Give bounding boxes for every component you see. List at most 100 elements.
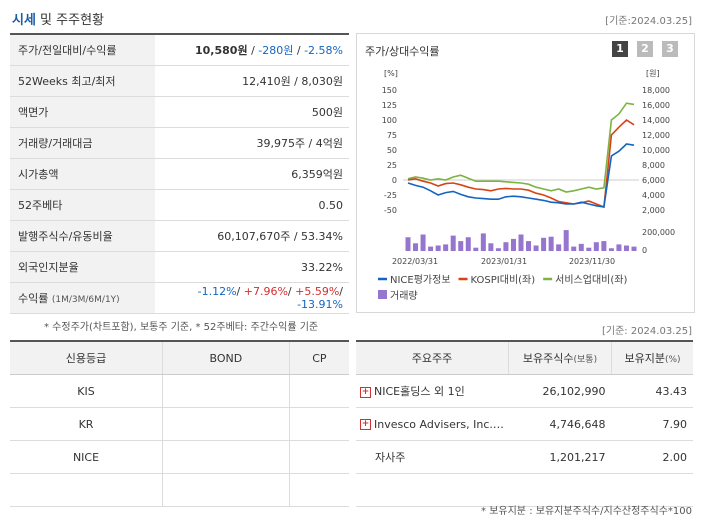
return-1y: -13.91% [297,298,343,311]
credit-bond [162,473,290,507]
volume-bar [450,235,456,251]
left-tick-label: 25 [387,161,397,170]
stats-value-price: 10,580원 / -280원 / -2.58% [155,34,349,66]
chart-page-3-button[interactable]: 3 [662,41,678,57]
legend-swatch [378,290,387,299]
holder-name: + Invesco Advisers, Inc.… [356,407,509,441]
legend-label: 서비스업대비(좌) [555,273,627,286]
right-axis-unit: [원] [646,69,660,78]
x-tick-label: 2023/11/30 [569,257,615,266]
volume-bar [420,234,426,251]
volume-bar [518,234,524,251]
price-value: 10,580원 [195,44,248,57]
stats-row: 수익률 (1M/3M/6M/1Y) -1.12%/ +7.96%/ +5.59%… [10,282,349,314]
stats-row: 52Weeks 최고/최저 12,410원 / 8,030원 [10,65,349,97]
holders-row [356,473,693,507]
section-title-main: 시세 [12,13,36,28]
holder-shares: 26,102,990 [508,374,612,408]
holders-header-sub: (보통) [573,355,598,365]
expand-plus-icon[interactable]: + [360,419,371,430]
credit-row: KIS [10,374,349,408]
holders-header-sub: (%) [664,355,681,365]
stats-label: 발행주식수/유동비율 [10,220,155,252]
separator: / [236,285,244,298]
credit-agency: KIS [10,374,164,408]
holders-header: 보유지분(%) [611,341,693,375]
credit-bond [162,407,290,441]
stats-row: 외국인지분율 33.22% [10,251,349,283]
credit-bond [162,374,290,408]
holder-name: 자사주 [356,440,509,474]
separator: / [293,44,305,57]
right-tick-label: 16,000 [642,101,670,110]
holders-header: 주요주주 [356,341,509,375]
base-date: [기준:2024.03.25] [605,16,692,27]
credit-header: BOND [162,341,290,375]
credit-row: NICE [10,440,349,474]
stats-row: 주가/전일대비/수익률 10,580원 / -280원 / -2.58% [10,34,349,66]
credit-cp [289,374,349,408]
credit-bond [162,440,290,474]
right-tick-label: 18,000 [642,86,670,95]
price-chart: [%] [원] 150 18,000 125 16,000 100 14,000 75 12,00… [378,69,675,302]
series-line-1 [407,118,635,209]
holders-row: + Invesco Advisers, Inc.… 4,746,648 7.90 [356,407,693,441]
stats-label-sub: (1M/3M/6M/1Y) [51,295,120,305]
volume-bar [458,241,464,251]
holder-name-text: NICE홀딩스 외 1인 [374,385,465,398]
volume-bar [563,230,569,251]
credit-cp [289,440,349,474]
volume-bar [593,242,599,251]
credit-row [10,473,349,507]
right-tick-label: 8,000 [642,161,665,170]
right-tick-label: 4,000 [642,191,665,200]
volume-bar [405,237,411,251]
price-rate: -2.58% [304,44,343,57]
holders-header-main: 보유지분 [624,352,665,365]
stats-label: 수익률 (1M/3M/6M/1Y) [10,282,155,314]
left-tick-label: 50 [387,146,397,155]
right-tick-label: 12,000 [642,131,670,140]
volume-bar [548,236,554,251]
holders-header-row: 주요주주 보유주식수(보통) 보유지분(%) [356,341,693,375]
stats-label: 시가총액 [10,158,155,190]
left-tick-label: -25 [384,191,397,200]
separator: / [339,285,343,298]
volume-bar [413,243,419,251]
stats-row: 시가총액 6,359억원 [10,158,349,190]
return-6m: +5.59% [295,285,340,298]
stats-value: 33.22% [155,251,349,283]
left-tick-label: 0 [392,176,397,185]
right-tick-label: 10,000 [642,146,670,155]
holder-name [356,473,509,507]
section-title: 시세 및 주주현황 [12,9,104,28]
volume-bar [631,246,637,251]
legend-label: NICE평가정보 [390,274,451,286]
expand-plus-icon[interactable]: + [360,386,371,398]
chart-page-1-button[interactable]: 1 [612,41,628,57]
section-title-sub: 및 주주현황 [35,13,104,28]
holder-pct: 43.43 [611,374,693,408]
stats-table: 주가/전일대비/수익률 10,580원 / -280원 / -2.58% 52W… [10,33,349,314]
volume-bar [435,245,441,251]
left-tick-label: 100 [382,116,397,125]
volume-bar [473,247,479,251]
holders-row: + NICE홀딩스 외 1인 26,102,990 43.43 [356,374,693,408]
right-tick-label: 2,000 [642,206,665,215]
left-tick-label: 125 [382,101,397,110]
left-tick-label: 150 [382,86,397,95]
stats-label: 52주베타 [10,189,155,221]
holders-header: 보유주식수(보통) [508,341,612,375]
stats-row: 52주베타 0.50 [10,189,349,221]
volume-bar [541,237,547,251]
stats-value: 39,975주 / 4억원 [155,127,349,159]
chart-page-2-button[interactable]: 2 [637,41,653,57]
stats-label-main: 수익률 [18,292,49,305]
holder-name-text: 자사주 [375,451,406,464]
stats-value-returns: -1.12%/ +7.96%/ +5.59%/ -13.91% [155,282,349,314]
left-axis-unit: [%] [384,69,398,78]
stats-row: 발행주식수/유동비율 60,107,670주 / 53.34% [10,220,349,252]
left-tick-label: -50 [384,206,397,215]
holder-pct: 7.90 [611,407,693,441]
holder-shares: 1,201,217 [508,440,612,474]
